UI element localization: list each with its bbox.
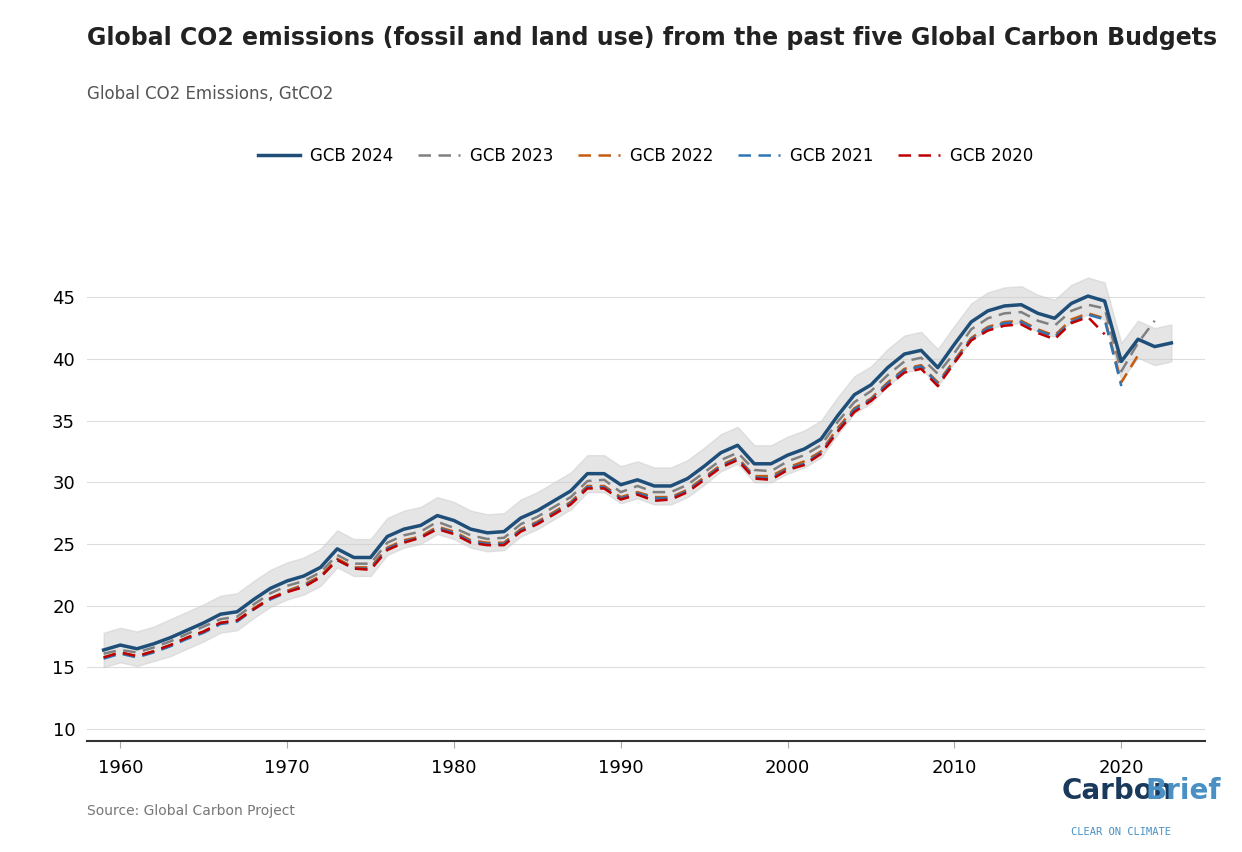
Text: Global CO2 emissions (fossil and land use) from the past five Global Carbon Budg: Global CO2 emissions (fossil and land us… [87,26,1217,49]
Text: Brief: Brief [1145,777,1221,805]
Text: Global CO2 Emissions, GtCO2: Global CO2 Emissions, GtCO2 [87,85,333,103]
Text: Carbon: Carbon [1062,777,1174,805]
Legend: GCB 2024, GCB 2023, GCB 2022, GCB 2021, GCB 2020: GCB 2024, GCB 2023, GCB 2022, GCB 2021, … [252,141,1040,172]
Text: Source: Global Carbon Project: Source: Global Carbon Project [87,804,294,818]
Text: CLEAR ON CLIMATE: CLEAR ON CLIMATE [1071,826,1171,837]
